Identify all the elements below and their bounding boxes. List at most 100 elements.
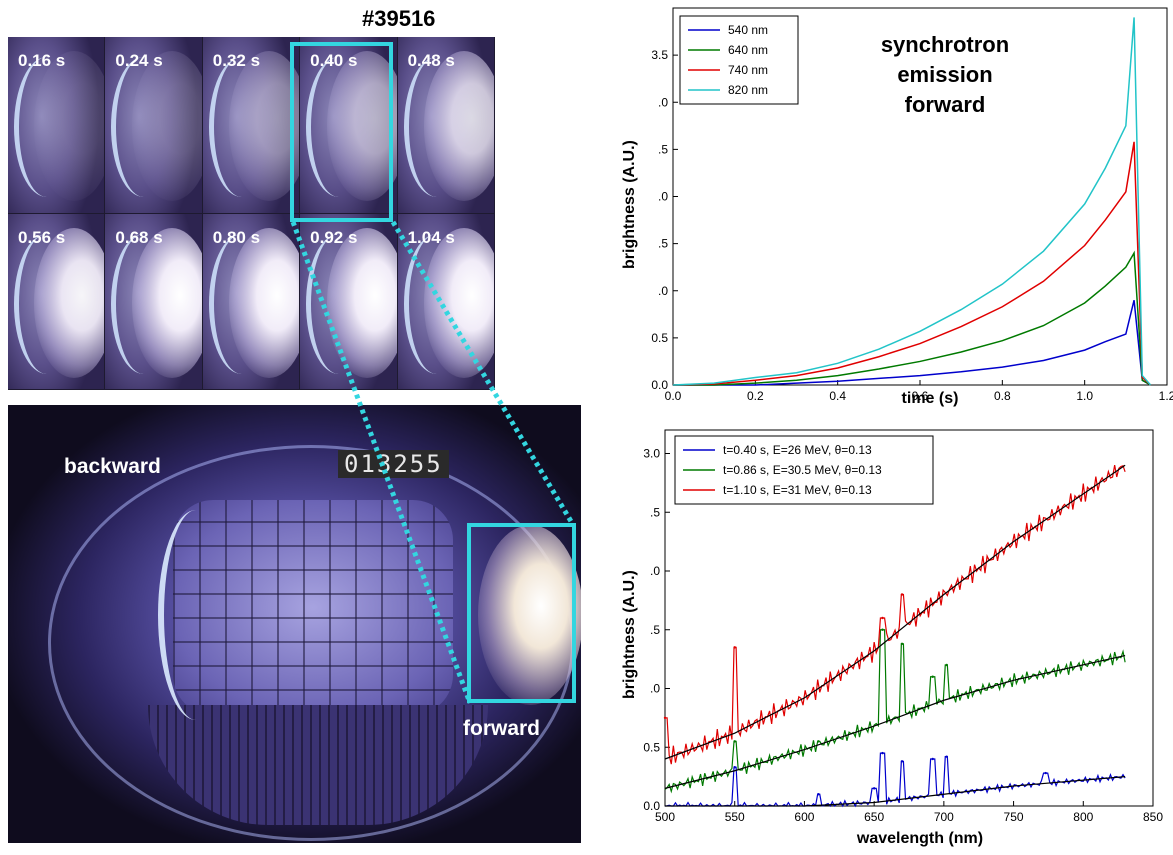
fit-line [664,655,1126,789]
spectral-peak [900,593,904,596]
emission-glow [326,51,397,201]
camera-image: 013255 backward forward [8,405,581,843]
camera-frame: 0.32 s [202,37,301,214]
camera-frame: 0.68 s [105,213,203,390]
y-tick-label: .5 [650,623,660,637]
emission-arc [14,233,79,374]
emission-glow [326,227,397,378]
connector-line-top [390,220,575,525]
camera-frame: 0.92 s [300,213,398,390]
emission-glow [34,227,105,378]
emission-glow [229,227,300,378]
y-tick-label: .5 [658,237,668,251]
emission-arc [111,57,176,197]
emission-arc [403,57,469,197]
spectral-peak [881,751,884,755]
camera-frame: 0.16 s [8,37,106,214]
spectral-peak [900,760,904,763]
y-tick-label: 3.0 [643,447,660,461]
emission-glow [423,227,494,378]
x-tick-label: 0.6 [912,389,929,403]
x-tick-label: 1.0 [1076,389,1093,403]
emission-arc [403,233,469,374]
legend-entry: 540 nm [728,23,768,37]
highlight-forward-region [467,523,576,703]
legend-entry: 820 nm [728,83,768,97]
legend-entry: 740 nm [728,63,768,77]
spectral-peak [663,716,667,720]
spectral-peak [945,663,948,667]
x-tick-label: 0.8 [994,389,1011,403]
spectral-peak [945,755,948,758]
frame-time-label: 0.32 s [212,51,261,70]
spectral-peak [733,740,736,743]
bottom-chart-xlabel: wavelength (nm) [856,830,984,847]
y-tick-label: 3.5 [651,48,668,62]
spectral-peak [817,740,820,743]
emission-glow [423,51,494,201]
camera-frame: 0.56 s [8,213,106,390]
x-tick-label: 700 [934,810,954,824]
x-tick-label: 750 [1004,810,1024,824]
x-tick-label: 0.4 [829,389,846,403]
spectrum-line [665,464,1126,765]
backward-label: backward [64,455,161,478]
camera-frame-grid: 0.16 s 0.24 s 0.32 s 0.40 s 0.48 s 0.56 s 0.68… [8,37,495,390]
camera-frame: 0.48 s [397,37,495,214]
spectral-peak [931,757,934,761]
backward-emission-arc [158,510,234,720]
vessel-floor [148,705,488,825]
spectrum-chart: 500 550 600 650 700 750 800 850 0.0 0.5 .0 .5 .0 .5 3.… [643,429,1163,824]
connector-line-bottom [290,221,473,704]
x-tick-label: 0.2 [747,389,764,403]
legend-box [674,435,934,505]
camera-frame: 0.24 s [105,37,203,214]
frame-time-label: 1.04 s [407,227,455,247]
frame-time-label: 0.56 s [18,227,66,247]
emission-glow [34,51,105,201]
spectral-peak [1044,771,1047,775]
y-tick-label: .0 [658,284,668,298]
x-tick-label: 650 [864,810,884,824]
x-tick-label: 500 [655,810,675,824]
y-tick-label: .0 [650,564,660,578]
frame-time-label: 0.40 s [310,51,358,70]
spectral-peak [881,616,884,620]
emission-arc [111,233,176,374]
x-tick-label: 800 [1073,810,1093,824]
emission-arc [306,233,371,374]
spectral-peak [881,628,884,631]
camera-frame: 0.80 s [202,213,301,390]
emission-arc [306,57,371,197]
x-tick-label: 600 [794,810,814,824]
legend-entry: t=0.40 s, E=26 MeV, θ=0.13 [723,443,872,457]
frame-time-label: 0.92 s [310,227,358,247]
series-line [672,141,1152,386]
series-line [673,299,1151,386]
frame-counter: 013255 [338,450,449,478]
fit-line [664,464,1126,760]
frame-time-label: 0.16 s [18,51,66,70]
legend-entry: t=1.10 s, E=31 MeV, θ=0.13 [723,483,872,497]
x-tick-label: 850 [1143,810,1163,824]
emission-arc [208,233,274,374]
y-tick-label: .5 [658,142,668,156]
emission-glow [131,227,202,378]
spectral-peak [733,766,736,769]
emission-arc [208,57,274,197]
spectral-peak [872,787,876,790]
frame-time-label: 0.48 s [407,51,455,70]
x-tick-label: 1.2 [1159,389,1173,403]
legend-entry: 640 nm [728,43,768,57]
top-chart-xlabel: time (s) [901,390,959,407]
spectral-peak [817,793,820,796]
frame-time-label: 0.80 s [212,227,261,247]
x-tick-label: 0.0 [665,389,682,403]
spectral-peak [931,675,934,678]
spectral-peak [900,642,904,646]
frame-time-label: 0.24 s [115,51,163,70]
emission-glow [229,51,300,201]
emission-arc [14,57,79,197]
spectral-peak [733,646,736,649]
camera-frame: 0.40 s [300,37,398,214]
